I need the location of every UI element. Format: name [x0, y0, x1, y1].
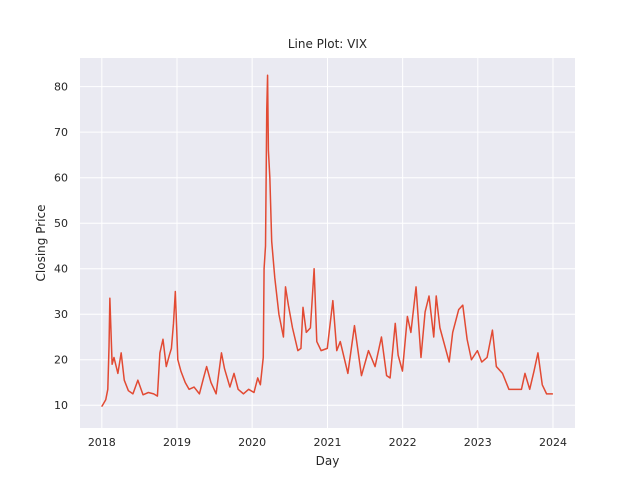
y-axis-label: Closing Price: [34, 205, 48, 282]
x-axis-ticks: 2018 2019 2020 2021 2022 2023 2024: [88, 436, 567, 449]
series-layer: [101, 74, 554, 407]
x-tick-label: 2022: [389, 436, 417, 449]
grid: [80, 58, 575, 428]
x-axis-label: Day: [316, 454, 340, 468]
y-tick-label: 30: [54, 308, 68, 321]
x-tick-label: 2018: [88, 436, 116, 449]
chart-title: Line Plot: VIX: [288, 37, 367, 51]
x-tick-label: 2021: [314, 436, 342, 449]
x-tick-label: 2020: [238, 436, 266, 449]
y-axis-ticks: 10 20 30 40 50 60 70 80: [54, 81, 68, 413]
y-tick-label: 20: [54, 354, 68, 367]
y-tick-label: 70: [54, 126, 68, 139]
y-tick-label: 60: [54, 172, 68, 185]
x-tick-label: 2023: [464, 436, 492, 449]
y-tick-label: 10: [54, 399, 68, 412]
y-tick-label: 50: [54, 217, 68, 230]
y-tick-label: 80: [54, 81, 68, 94]
x-tick-label: 2019: [163, 436, 191, 449]
y-tick-label: 40: [54, 263, 68, 276]
vix-series-line: [101, 74, 554, 407]
x-tick-label: 2024: [539, 436, 567, 449]
